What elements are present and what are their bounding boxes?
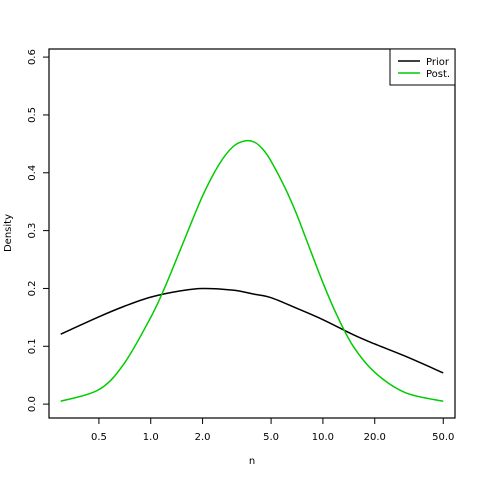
y-axis: 0.0 0.1 0.2 0.3 0.4 0.5 0.6 — [27, 49, 49, 412]
series-lines — [60, 139, 444, 402]
y-tick-label-2: 0.2 — [27, 280, 38, 296]
legend: Prior Post. — [389, 48, 456, 86]
x-tick-label-3: 5.0 — [263, 432, 279, 443]
series-line-prior — [60, 287, 444, 374]
y-tick-label-6: 0.6 — [27, 49, 38, 65]
y-tick-label-3: 0.3 — [27, 223, 38, 239]
x-tick-label-6: 50.0 — [432, 432, 454, 443]
legend-box — [389, 48, 456, 86]
legend-label-post: Post. — [426, 69, 450, 80]
x-tick-label-1: 1.0 — [143, 432, 159, 443]
x-tick-label-0: 0.5 — [91, 432, 107, 443]
x-axis-title: n — [249, 456, 255, 467]
y-axis-title: Density — [3, 214, 14, 252]
x-tick-label-4: 10.0 — [312, 432, 334, 443]
y-tick-label-0: 0.0 — [27, 396, 38, 412]
y-tick-label-1: 0.1 — [27, 338, 38, 354]
plot-box — [48, 48, 456, 419]
y-tick-label-4: 0.4 — [27, 165, 38, 181]
x-axis: 0.5 1.0 2.0 5.0 10.0 20.0 50.0 — [91, 418, 454, 443]
legend-label-prior: Prior — [426, 57, 450, 68]
x-tick-label-2: 2.0 — [195, 432, 211, 443]
x-tick-label-5: 20.0 — [364, 432, 386, 443]
series-line-post — [60, 139, 444, 402]
y-tick-label-5: 0.5 — [27, 107, 38, 123]
